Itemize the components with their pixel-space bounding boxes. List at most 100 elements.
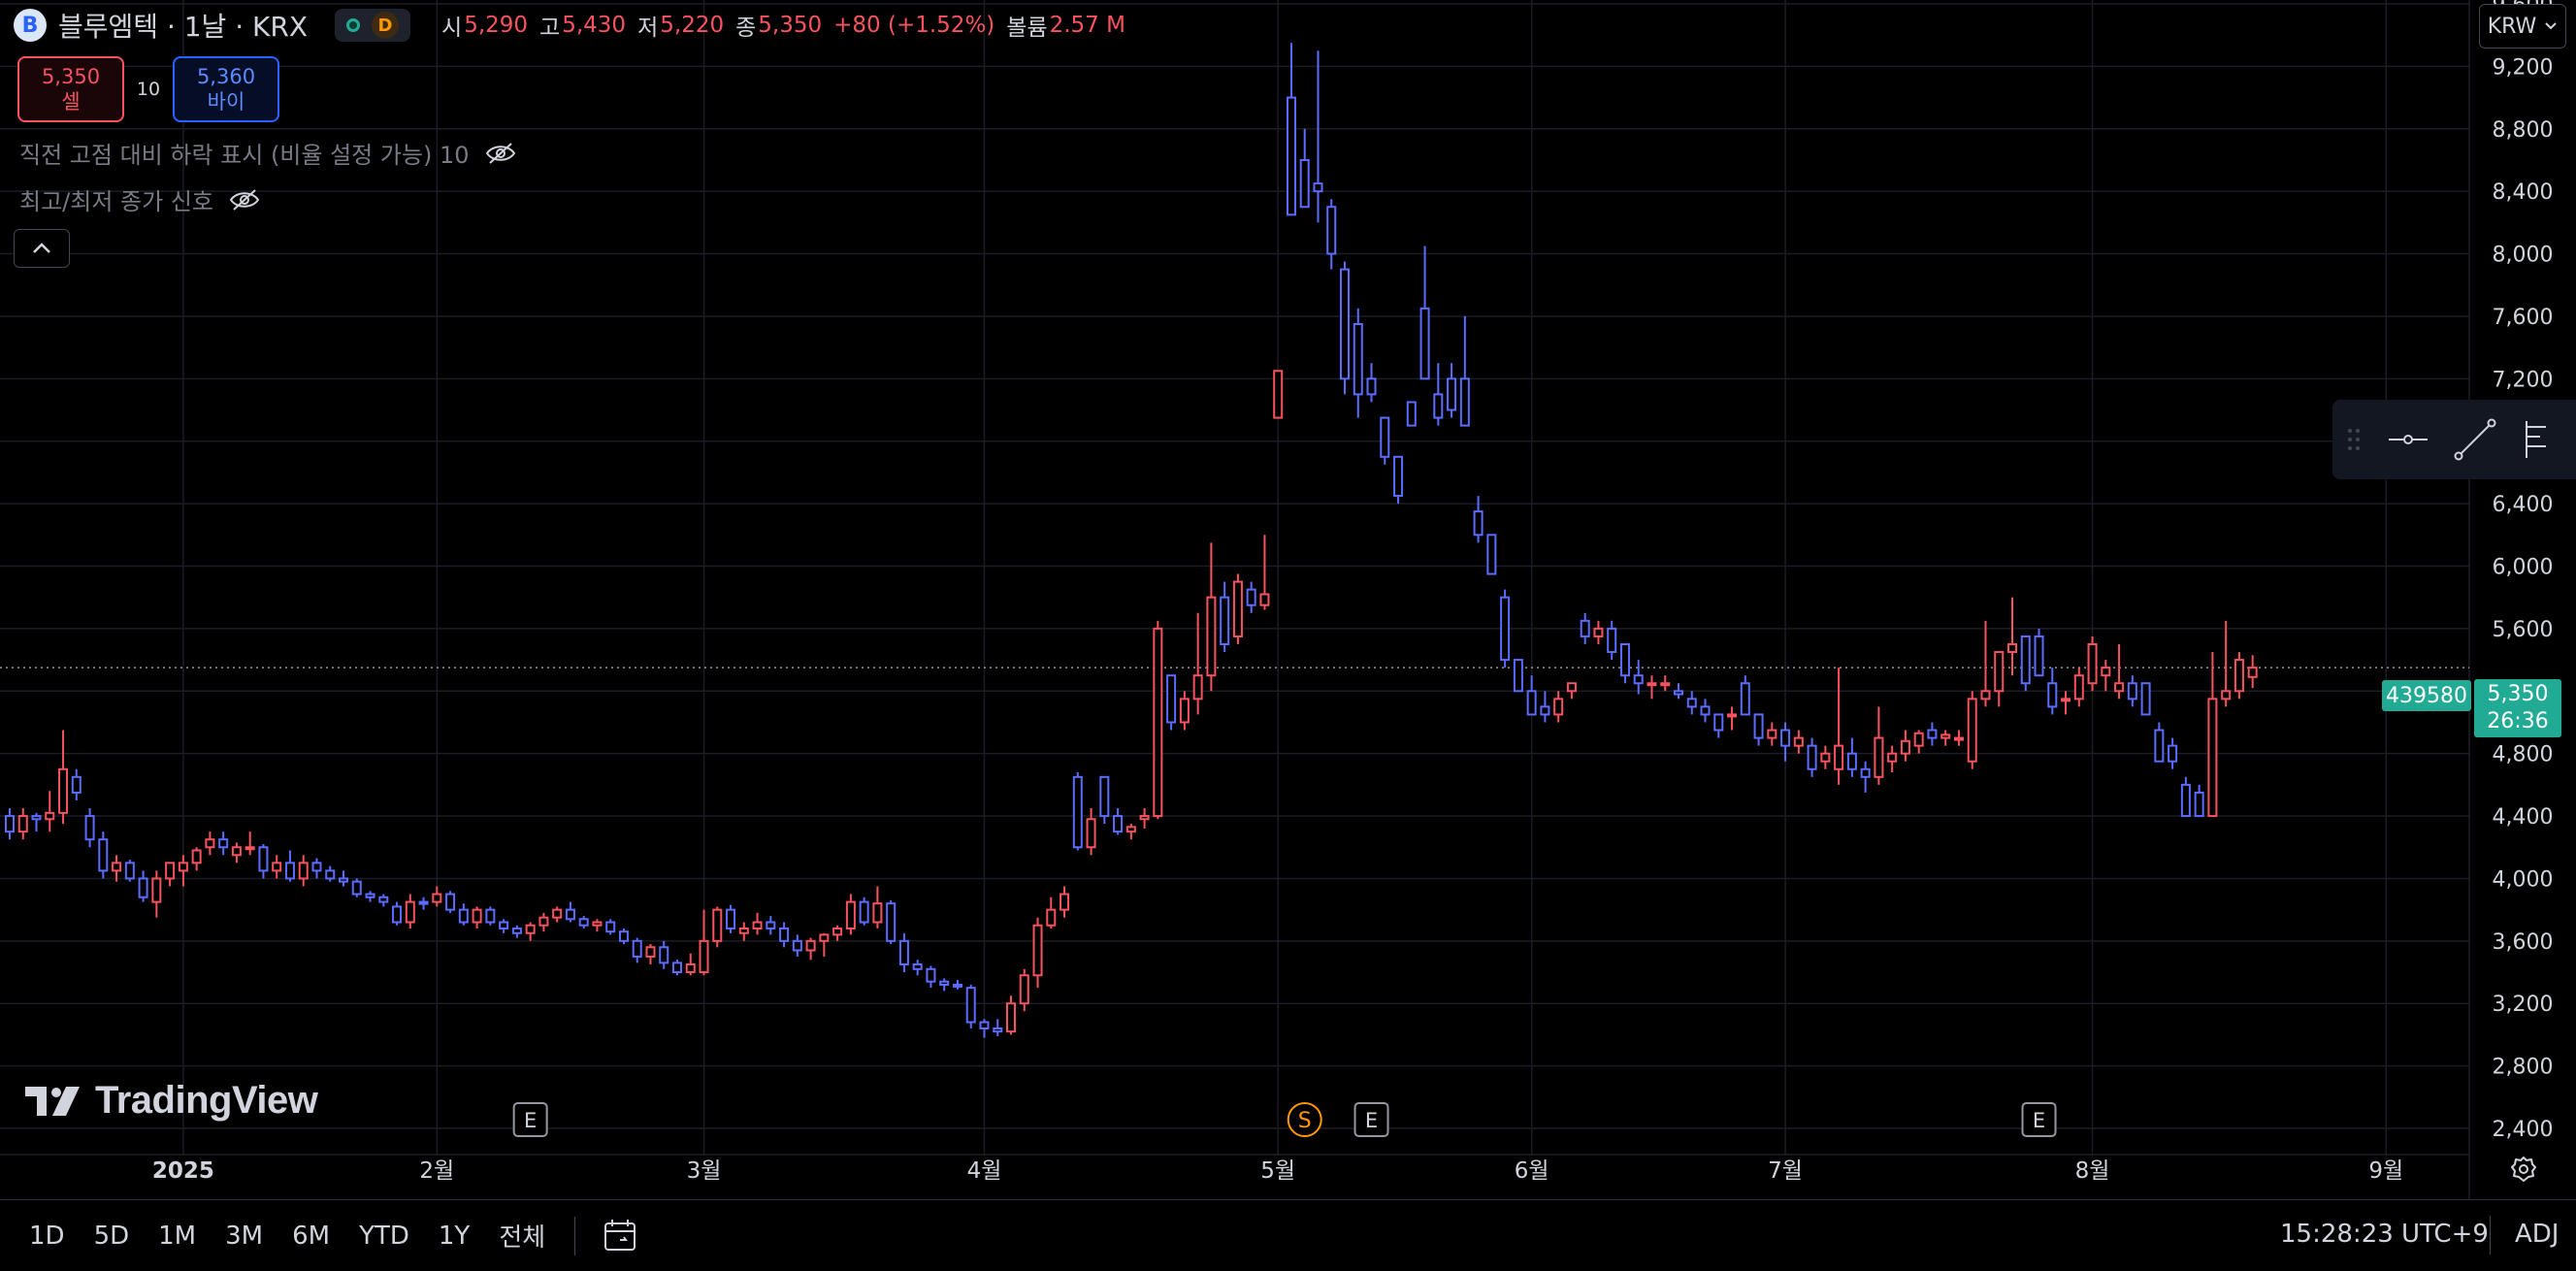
- range-1y-button[interactable]: 1Y: [438, 1221, 471, 1251]
- candle-body: [1500, 596, 1511, 662]
- clock-readout[interactable]: 15:28:23 UTC+9: [2280, 1220, 2489, 1249]
- candle: [525, 922, 536, 941]
- candle: [2020, 635, 2031, 692]
- drag-handle-icon[interactable]: [2344, 425, 2364, 454]
- market-status-pill[interactable]: D: [335, 9, 411, 42]
- eye-off-icon[interactable]: [485, 142, 516, 165]
- price-tick-label: 4,800: [2493, 743, 2554, 767]
- candle: [965, 984, 976, 1028]
- candle: [1607, 620, 1617, 661]
- candle: [1887, 745, 1898, 772]
- tradingview-logo-icon: [25, 1086, 80, 1116]
- candle-body: [2020, 635, 2031, 685]
- candle: [1447, 363, 1457, 418]
- last-price-tag: 5,350 26:36: [2474, 679, 2561, 737]
- candle-body: [31, 815, 42, 821]
- candle: [1019, 968, 1029, 1012]
- toolbar-divider: [574, 1216, 576, 1255]
- candle: [178, 855, 188, 887]
- candle: [605, 919, 616, 935]
- eye-off-icon[interactable]: [229, 188, 260, 212]
- range-1m-button[interactable]: 1M: [158, 1221, 197, 1251]
- candle: [231, 842, 242, 864]
- settings-icon[interactable]: [2509, 1155, 2538, 1184]
- candle: [1259, 535, 1270, 610]
- split-event-marker[interactable]: S: [1287, 1102, 1322, 1137]
- range-all-button[interactable]: 전체: [499, 1223, 546, 1253]
- candle: [1406, 401, 1417, 427]
- currency-select[interactable]: KRW: [2479, 4, 2566, 49]
- candle-body: [538, 916, 549, 927]
- earnings-event-marker[interactable]: E: [2021, 1102, 2057, 1137]
- earnings-event-marker[interactable]: E: [512, 1102, 548, 1137]
- candle: [1753, 713, 1764, 746]
- trend-line-icon[interactable]: [2453, 417, 2497, 462]
- tradingview-wordmark: TradingView: [95, 1079, 318, 1122]
- collapse-legend-button[interactable]: [14, 229, 70, 268]
- buy-price: 5,360: [196, 65, 256, 88]
- candle-body: [2194, 791, 2204, 818]
- tradingview-logo[interactable]: TradingView: [25, 1079, 318, 1123]
- candle-body: [2114, 682, 2125, 693]
- candle: [779, 922, 790, 948]
- symbol-logo[interactable]: B: [14, 9, 47, 42]
- indicator-high-low-close[interactable]: 최고/최저 종가 신호: [19, 182, 260, 216]
- fib-icon[interactable]: [2521, 417, 2550, 462]
- candle-body: [1913, 732, 1924, 747]
- candle: [819, 932, 830, 957]
- candle-body: [552, 908, 563, 919]
- symbol-title[interactable]: 블루엠텍 · 1날 · KRX: [58, 11, 309, 43]
- adjust-toggle[interactable]: ADJ: [2515, 1220, 2560, 1249]
- candle-body: [2034, 635, 2044, 677]
- candle-body: [1553, 698, 1564, 716]
- horizontal-line-icon[interactable]: [2387, 425, 2429, 454]
- candle: [191, 847, 202, 871]
- candle: [752, 912, 763, 935]
- candle-body: [832, 927, 843, 936]
- range-1d-button[interactable]: 1D: [29, 1221, 65, 1251]
- candle: [832, 925, 843, 941]
- candle-body: [1513, 659, 1523, 693]
- candle-body: [84, 815, 95, 841]
- candle-body: [1246, 588, 1256, 606]
- close-value: 5,350: [758, 13, 823, 38]
- candle: [378, 894, 389, 907]
- candle: [98, 831, 109, 879]
- candle: [1060, 886, 1070, 918]
- candle-body: [1566, 682, 1577, 693]
- candle: [272, 855, 282, 879]
- range-3m-button[interactable]: 3M: [225, 1221, 264, 1251]
- candle-body: [472, 908, 482, 924]
- sell-button[interactable]: 5,350 셀: [17, 56, 124, 122]
- time-axis-labels: 2025 2월 3월 4월 5월 6월 7월 8월 9월: [152, 1158, 2403, 1184]
- range-6m-button[interactable]: 6M: [292, 1221, 331, 1251]
- go-to-date-button[interactable]: [603, 1219, 641, 1254]
- buy-button[interactable]: 5,360 바이: [173, 56, 279, 122]
- candle-body: [191, 849, 202, 864]
- candle: [1192, 612, 1203, 715]
- candle-body: [752, 921, 763, 929]
- candle-body: [2247, 667, 2258, 678]
- candle-body: [1793, 736, 1804, 747]
- candle-body: [592, 921, 603, 927]
- candle-body: [766, 921, 776, 929]
- earnings-event-marker[interactable]: E: [1353, 1102, 1389, 1137]
- candle: [432, 886, 442, 907]
- candle: [979, 1019, 990, 1038]
- indicator-drawdown[interactable]: 직전 고점 대비 하락 표시 (비율 설정 가능) 10: [19, 136, 516, 170]
- candle-body: [1326, 206, 1337, 255]
- candle: [499, 919, 509, 933]
- candle: [592, 919, 603, 932]
- range-ytd-button[interactable]: YTD: [359, 1221, 409, 1251]
- candle-body: [1459, 377, 1470, 427]
- candle-body: [1846, 752, 1857, 770]
- candle-body: [712, 908, 723, 942]
- time-tick-label: 2025: [152, 1158, 214, 1184]
- candle: [1846, 737, 1857, 777]
- range-5d-button[interactable]: 5D: [93, 1221, 130, 1251]
- price-tick-label: 4,000: [2493, 867, 2554, 892]
- candle-body: [1767, 729, 1777, 739]
- time-tick-label: 6월: [1515, 1158, 1549, 1184]
- candle-body: [2207, 698, 2218, 818]
